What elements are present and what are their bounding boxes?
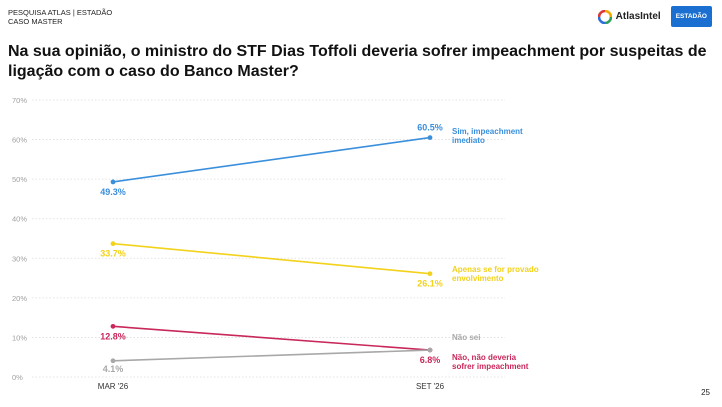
data-label: 33.7%: [100, 249, 126, 259]
brand-logos: AtlasIntel ESTADÃO: [597, 6, 712, 27]
series-name-label: envolvimento: [452, 274, 504, 283]
report-header: PESQUISA ATLAS | ESTADÃO CASO MASTER: [8, 8, 112, 26]
series-line: [112, 349, 431, 362]
report-header-line1: PESQUISA ATLAS | ESTADÃO: [8, 8, 113, 17]
report-header-line2: CASO MASTER: [8, 17, 63, 26]
series-line: [112, 136, 431, 183]
series-line: [112, 325, 431, 351]
y-tick-label: 50%: [12, 175, 27, 184]
data-label: 12.8%: [100, 331, 126, 341]
series-line: [112, 242, 431, 275]
y-tick-label: 70%: [12, 96, 27, 105]
data-point: [427, 135, 433, 140]
atlasintel-mark-icon: [597, 9, 612, 24]
data-label: 4.1%: [103, 364, 124, 374]
y-tick-label: 60%: [12, 136, 27, 145]
chart-title: Na sua opinião, o ministro do STF Dias T…: [8, 43, 707, 80]
y-tick-label: 0%: [12, 373, 23, 382]
series-name-label: Não, não deveria: [452, 353, 517, 362]
series-name-label: imediato: [452, 136, 485, 145]
series-name-label: Apenas se for provado: [452, 265, 539, 274]
data-point: [427, 347, 433, 353]
x-tick-label: MAR '26: [98, 382, 129, 391]
atlasintel-logo: AtlasIntel: [597, 9, 661, 24]
y-tick-label: 40%: [12, 215, 27, 224]
data-point: [110, 358, 116, 364]
estadao-logo: ESTADÃO: [670, 6, 712, 27]
series-name-label: Não sei: [452, 333, 480, 342]
y-tick-label: 30%: [12, 254, 27, 263]
data-label: 26.1%: [417, 279, 443, 289]
data-point: [110, 179, 116, 185]
data-label: 6.8%: [420, 355, 441, 365]
data-point: [110, 323, 116, 329]
y-tick-label: 20%: [12, 294, 27, 303]
data-label: 49.3%: [100, 187, 126, 197]
data-point: [110, 241, 116, 247]
x-tick-label: SET '26: [416, 382, 445, 391]
page-number: 25: [701, 388, 710, 397]
data-point: [427, 271, 433, 277]
atlasintel-label: AtlasIntel: [615, 11, 661, 22]
series-name-label: sofrer impeachment: [452, 362, 529, 371]
data-label: 60.5%: [417, 123, 443, 133]
series-name-label: Sim, impeachment: [452, 127, 523, 136]
y-tick-label: 10%: [12, 333, 27, 342]
